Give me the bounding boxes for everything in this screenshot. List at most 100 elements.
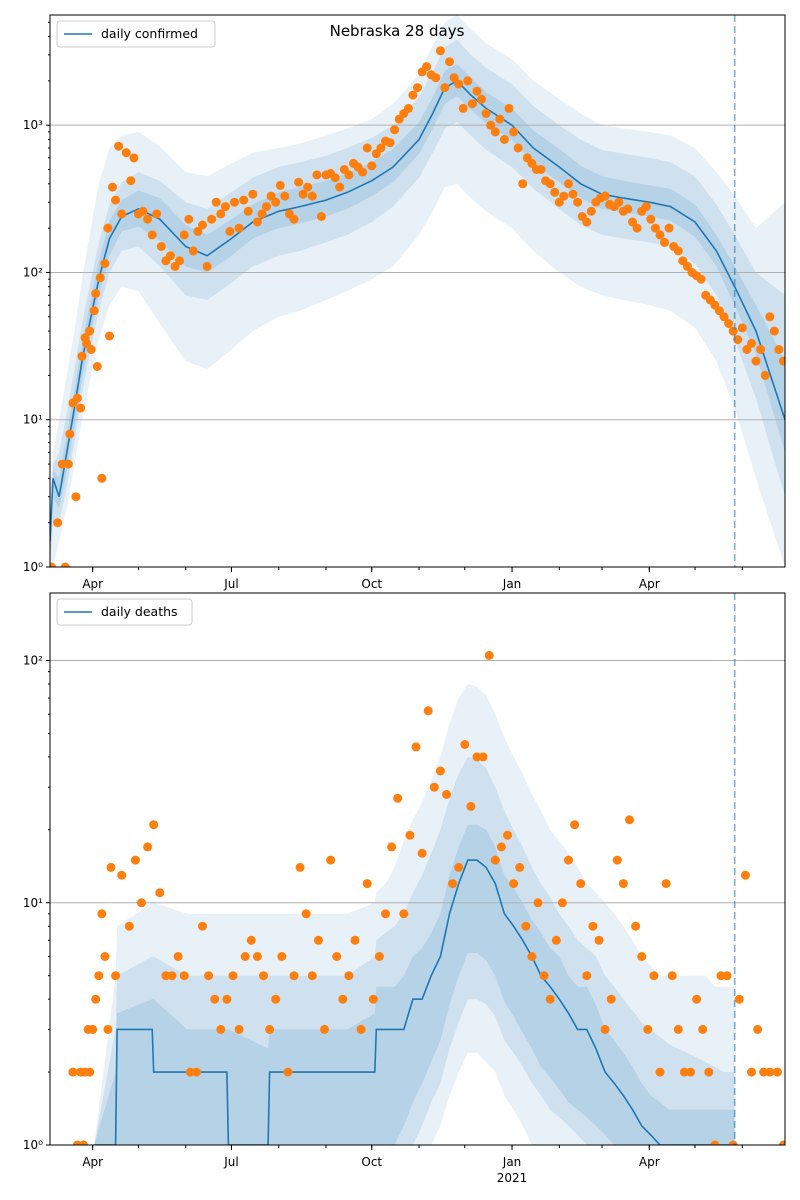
band-inner [50, 64, 785, 567]
data-point [202, 261, 212, 271]
data-point [682, 261, 692, 271]
data-point [769, 326, 779, 336]
data-point [673, 246, 683, 256]
data-point [588, 921, 598, 931]
data-point [184, 214, 194, 224]
data-point [413, 83, 422, 93]
data-point [210, 994, 220, 1004]
data-point [103, 223, 113, 233]
data-point [431, 73, 441, 83]
data-point [509, 127, 519, 137]
data-point [204, 971, 214, 981]
data-point [385, 138, 395, 148]
data-point [111, 195, 121, 205]
data-point [376, 143, 386, 153]
data-point [313, 935, 323, 945]
x-tick-sublabel: 2021 [497, 1171, 528, 1185]
data-point [387, 842, 397, 852]
data-point [399, 909, 409, 919]
data-point [661, 879, 671, 889]
data-point [252, 217, 262, 227]
data-point [207, 214, 217, 224]
y-tick-label: 10⁰ [23, 1138, 43, 1152]
data-point [477, 94, 486, 104]
data-point [545, 179, 555, 189]
legend-box [56, 598, 193, 626]
data-point [527, 952, 537, 961]
data-point [614, 197, 624, 207]
data-point [320, 1024, 329, 1034]
data-point [722, 971, 732, 981]
data-point [97, 473, 107, 483]
data-point [612, 855, 622, 865]
data-point [91, 289, 101, 298]
data-point [539, 971, 549, 981]
data-point [129, 153, 139, 163]
data-point [472, 86, 482, 96]
data-point [564, 179, 573, 189]
data-point [570, 820, 580, 830]
chart-title: Nebraska 28 days [330, 22, 465, 40]
data-point [559, 191, 569, 201]
data-point [143, 214, 153, 224]
data-point [458, 103, 468, 113]
data-point [338, 994, 348, 1004]
data-point [646, 214, 656, 224]
data-point [121, 148, 131, 158]
deaths-axes-frame [49, 592, 786, 1146]
data-point [358, 167, 368, 177]
data-point [704, 1067, 714, 1077]
data-point [515, 862, 525, 872]
data-point [94, 971, 104, 981]
data-point [747, 1067, 756, 1077]
confirmed-legend: daily confirmed [56, 20, 216, 48]
data-point [664, 223, 674, 233]
data-point [277, 952, 287, 961]
data-point [149, 820, 159, 830]
data-point [390, 125, 400, 135]
data-point [521, 921, 531, 931]
x-tick-label: Apr [639, 1155, 660, 1169]
data-point [637, 952, 647, 961]
data-point [628, 217, 637, 227]
data-point [600, 1024, 610, 1034]
data-point [89, 306, 99, 316]
data-point [499, 135, 509, 144]
data-point [655, 230, 665, 240]
data-point [72, 393, 82, 403]
data-point [225, 226, 235, 236]
data-point [211, 197, 221, 207]
data-point [307, 191, 317, 201]
confirmed-axes-frame [49, 14, 786, 568]
data-point [655, 1067, 665, 1077]
data-point [86, 345, 96, 354]
data-point [100, 259, 110, 268]
data-point [631, 921, 641, 931]
data-point [166, 251, 175, 261]
data-point [513, 143, 523, 153]
x-tick-label: Jan [502, 1155, 522, 1169]
data-point [92, 362, 102, 371]
data-point [126, 176, 136, 186]
data-point [374, 952, 384, 961]
data-point [234, 223, 244, 233]
x-tick-label: Apr [639, 577, 660, 591]
data-point [106, 862, 116, 872]
data-point [551, 935, 561, 945]
data-point [751, 356, 761, 366]
data-point [175, 256, 185, 266]
data-point [307, 971, 317, 981]
confirmed-uncertainty-bands [50, 15, 785, 567]
data-point [600, 191, 610, 201]
data-point [632, 223, 642, 233]
data-point [330, 173, 340, 183]
data-point [765, 312, 775, 322]
data-point [747, 338, 756, 348]
deaths-uncertainty-bands [94, 684, 735, 1145]
data-point [152, 209, 162, 219]
data-point [554, 197, 564, 207]
data-point [435, 766, 445, 776]
data-point [88, 1024, 98, 1034]
data-point [667, 971, 677, 981]
data-point [179, 971, 189, 981]
